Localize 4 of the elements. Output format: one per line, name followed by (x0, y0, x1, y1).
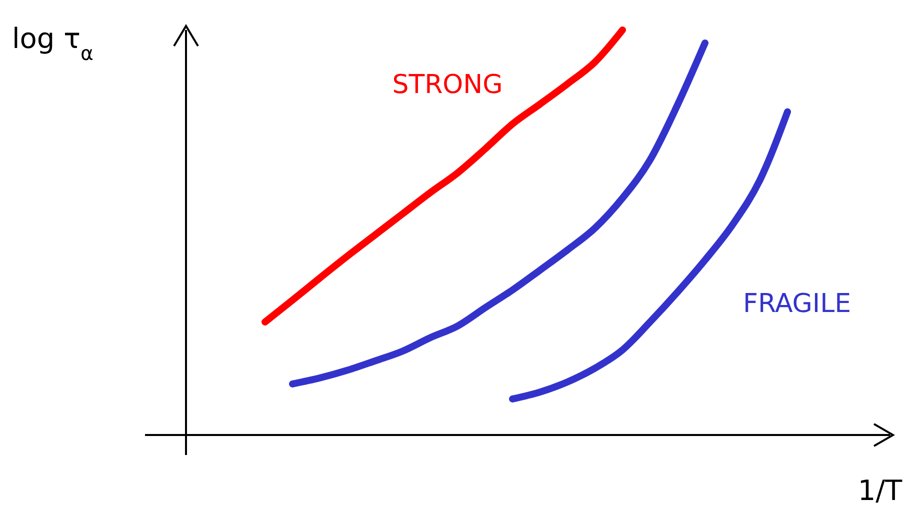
series-label: FRAGILE (742, 289, 852, 320)
y-axis-title: log τ$_{α}$ (12, 22, 94, 64)
x-axis-title: 1/T (858, 474, 904, 507)
series-label: STRONG (392, 70, 503, 100)
